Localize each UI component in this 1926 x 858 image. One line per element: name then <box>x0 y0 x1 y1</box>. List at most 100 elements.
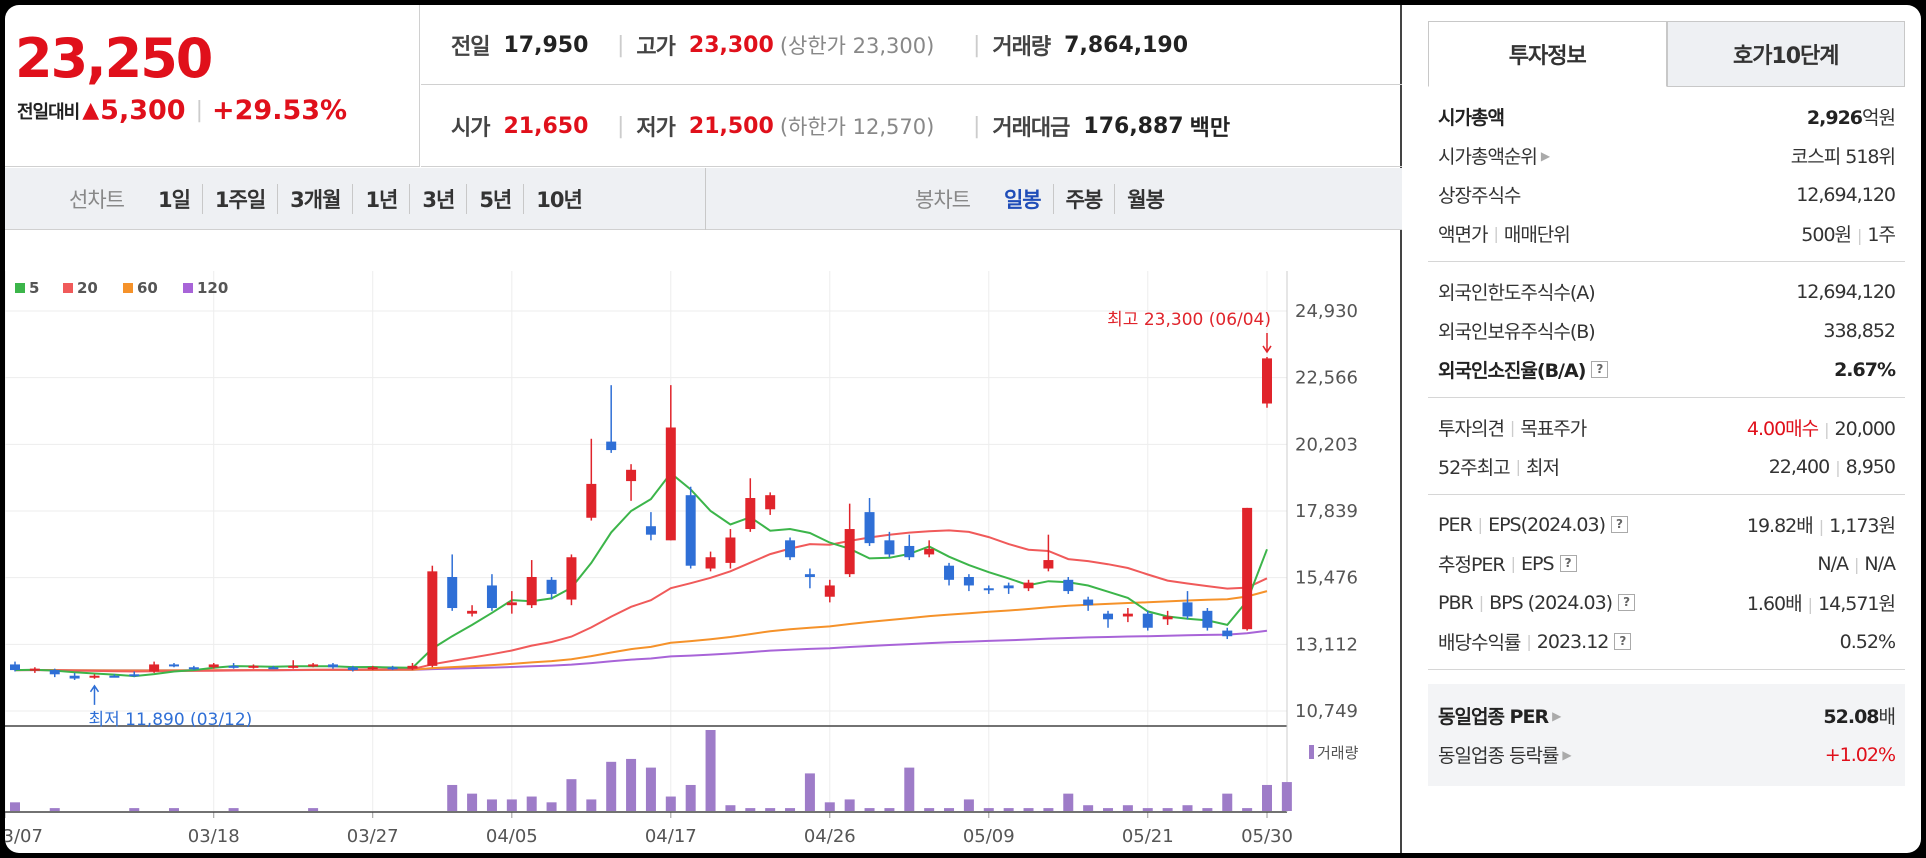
period-10y[interactable]: 10년 <box>523 184 594 214</box>
period-1d[interactable]: 1일 <box>157 188 191 212</box>
x-tick-label: 04/26 <box>804 826 856 847</box>
volume-bar <box>1003 808 1014 811</box>
volume-bar <box>1043 808 1054 811</box>
y-tick-label: 22,566 <box>1295 368 1358 389</box>
y-tick-label: 24,930 <box>1295 301 1358 322</box>
low-arrow-icon <box>89 684 100 705</box>
volume-bar <box>49 808 60 811</box>
industry-per-value: 52.08 <box>1823 706 1879 728</box>
trade-unit-label: 매매단위 <box>1503 224 1571 246</box>
bps-label: BPS (2024.03) <box>1489 591 1613 614</box>
candle-body <box>904 545 915 558</box>
shares-label: 상장주식수 <box>1438 185 1521 207</box>
help-icon[interactable]: ? <box>1559 555 1577 572</box>
stats-row-1: 전일 17,950 | 고가 23,300 (상한가 23,300) | 거래량… <box>421 5 1402 85</box>
legend-label: 120 <box>197 279 228 297</box>
chevron-right-icon: ▶ <box>1552 708 1561 723</box>
candle-body <box>645 526 656 535</box>
bps-value: 14,571원 <box>1818 593 1896 615</box>
y-tick-label: 17,839 <box>1295 501 1358 522</box>
period-daily[interactable]: 일봉 <box>1003 188 1042 212</box>
tab-investment-info[interactable]: 투자정보 <box>1428 21 1667 87</box>
period-monthly[interactable]: 월봉 <box>1114 184 1176 214</box>
rank-value: 코스피 518위 <box>1790 146 1896 168</box>
period-1w[interactable]: 1주일 <box>201 184 277 214</box>
candle-body <box>526 576 537 606</box>
candle-body <box>1023 582 1034 589</box>
market-cap-label: 시가총액 <box>1438 107 1505 129</box>
high-label: 고가 <box>636 35 675 60</box>
volume-bar <box>1142 808 1153 811</box>
foreign-limit-value: 12,694,120 <box>1796 280 1896 303</box>
volume-bar <box>963 799 974 811</box>
period-5y[interactable]: 5년 <box>466 184 523 214</box>
left-panel: 23,250 전일대비 ▲ 5,300 | +29.53% 전일 17,950 … <box>5 5 1402 853</box>
tab-order-book[interactable]: 호가10단계 <box>1666 21 1905 87</box>
candle-body <box>427 571 438 666</box>
w52-high-value: 22,400 <box>1768 455 1830 478</box>
foreign-limit-label: 외국인한도주식수(A) <box>1438 282 1596 304</box>
candle-body <box>327 664 338 668</box>
period-3y[interactable]: 3년 <box>409 184 466 214</box>
candle-body <box>149 664 160 672</box>
candle-body <box>188 667 199 670</box>
ma-line-20 <box>14 529 1268 673</box>
chevron-right-icon: ▶ <box>1540 148 1550 163</box>
upper-limit: (상한가 23,300) <box>779 34 935 58</box>
candle-body <box>665 427 676 541</box>
open-value: 21,650 <box>503 113 589 139</box>
volume-bar <box>506 799 517 811</box>
volume-bar <box>665 796 676 811</box>
industry-per-row[interactable]: 동일업종 PER ▶ 52.08배 <box>1428 696 1905 735</box>
industry-rate-row[interactable]: 동일업종 등락률 ▶ +1.02% <box>1428 735 1905 774</box>
price-summary: 23,250 전일대비 ▲ 5,300 | +29.53% <box>5 5 420 167</box>
info-group-valuation: PER | EPS(2024.03)? 19.82배 | 1,173원 추정PER | EP… <box>1428 495 1905 670</box>
est-eps-label: EPS <box>1521 552 1555 575</box>
help-icon[interactable]: ? <box>1610 516 1628 533</box>
volume-bar <box>1023 808 1034 811</box>
amount-unit: 백만 <box>1189 116 1231 141</box>
help-icon[interactable]: ? <box>1614 633 1632 650</box>
x-tick-label: 04/17 <box>645 826 697 847</box>
up-arrow-icon: ▲ <box>82 98 99 123</box>
candle-body <box>447 576 458 609</box>
candle-body <box>844 529 855 575</box>
info-group-industry: 동일업종 PER ▶ 52.08배 동일업종 등락률 ▶ +1.02% <box>1428 684 1905 786</box>
foreign-hold-value: 338,852 <box>1823 319 1896 342</box>
period-weekly[interactable]: 주봉 <box>1052 184 1115 214</box>
candle-body <box>10 664 20 671</box>
stock-widget: 23,250 전일대비 ▲ 5,300 | +29.53% 전일 17,950 … <box>5 5 1921 853</box>
help-icon[interactable]: ? <box>1618 594 1636 611</box>
candle-body <box>248 665 259 668</box>
candle-body <box>924 548 935 555</box>
candle-body <box>626 469 637 482</box>
price-change: 전일대비 ▲ 5,300 | +29.53% <box>17 95 347 126</box>
trade-amount: | 거래대금 176,887 백만 <box>973 86 1230 166</box>
current-price: 23,250 <box>15 27 213 90</box>
price-stats: 전일 17,950 | 고가 23,300 (상한가 23,300) | 거래량… <box>421 5 1402 167</box>
candle-body <box>308 664 319 667</box>
volume-bar <box>785 808 796 811</box>
rank-row[interactable]: 시가총액순위 ▶ 코스피 518위 <box>1428 136 1905 175</box>
period-1y[interactable]: 1년 <box>352 184 409 214</box>
candle-body <box>288 665 299 668</box>
candle-body <box>1262 358 1272 404</box>
candle-body <box>1122 613 1133 617</box>
per-label: PER <box>1438 513 1473 536</box>
divider: | <box>973 32 981 58</box>
volume-bar <box>566 779 577 811</box>
candle-body <box>1242 507 1253 630</box>
volume-bar <box>1122 805 1133 811</box>
change-label: 전일대비 <box>17 101 80 123</box>
divider: | <box>617 32 625 58</box>
volume-bar <box>1222 793 1233 811</box>
rank-label: 시가총액순위 <box>1438 146 1538 168</box>
help-icon[interactable]: ? <box>1591 361 1609 378</box>
ma-line-5 <box>14 471 1268 678</box>
industry-rate-label: 동일업종 등락률 <box>1438 745 1559 767</box>
period-3m[interactable]: 3개월 <box>277 184 352 214</box>
volume-bar <box>626 758 637 811</box>
volume-bar <box>1063 793 1074 811</box>
volume-bar <box>725 805 736 811</box>
candle-body <box>1003 585 1014 589</box>
